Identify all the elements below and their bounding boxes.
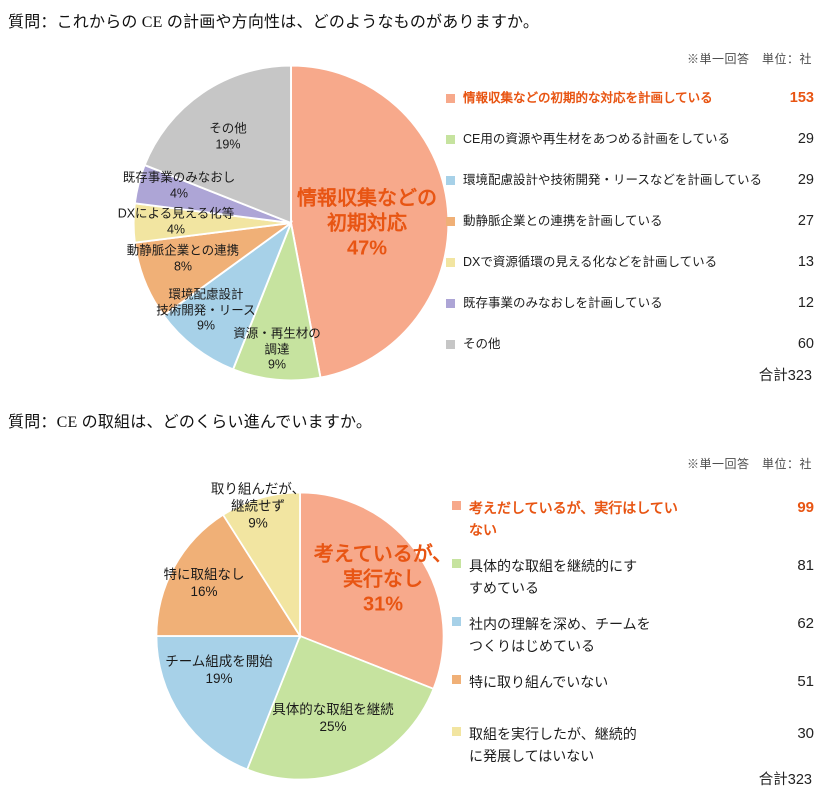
legend-row: 考えだしているが、実行はしてい ない 99: [452, 497, 814, 541]
legend-value: 153: [789, 90, 814, 106]
question-1: 質問：これからの CE の計画や方向性は、どのようなものがありますか。: [8, 14, 540, 31]
legend-row: 特に取り組んでいない 51: [452, 671, 814, 693]
legend-label: 特に取り組んでいない: [469, 674, 609, 690]
legend-row: 環境配慮設計や技術開発・リースなどを計画している 29: [446, 172, 814, 189]
pie2-label-no-action: 特に取組なし 16%: [163, 567, 245, 599]
total-2: 合計323: [758, 772, 812, 788]
legend-row: DXで資源循環の見える化などを計画している 13: [446, 254, 814, 271]
pie1-label-materials: 資源・再生材の 調達 9%: [233, 326, 321, 372]
legend-row: 情報収集などの初期的な対応を計画している 153: [446, 90, 814, 107]
pie-slice: [231, 219, 322, 382]
legend-color-swatch: [446, 258, 455, 267]
legend-row: 取組を実行したが、継続的 に発展してはいない 30: [452, 723, 814, 767]
legend-label: 取組を実行したが、継続的 に発展してはいない: [469, 726, 637, 764]
legend-label: 動静脈企業との連携を計画している: [463, 214, 663, 228]
legend-color-swatch: [452, 617, 461, 626]
legend-value: 60: [797, 336, 814, 352]
legend-color-swatch: [446, 217, 455, 226]
legend-row: CE用の資源や再生材をあつめる計画をしている 29: [446, 131, 814, 148]
legend-color-swatch: [446, 94, 455, 103]
pie-slice: [299, 491, 445, 690]
answer-note-2: ※単一回答 単位：社: [686, 457, 812, 471]
legend-value: 51: [797, 673, 814, 690]
pie-chart-1: [132, 64, 450, 382]
legend-row: 既存事業のみなおしを計画している 12: [446, 295, 814, 312]
legend-value: 27: [797, 213, 814, 229]
answer-note-1: ※単一回答 単位：社: [686, 52, 812, 66]
legend-label: 社内の理解を深め、チームを つくりはじめている: [469, 616, 651, 654]
legend-value: 30: [797, 725, 814, 742]
question-2: 質問：CE の取組は、どのくらい進んでいますか。: [8, 414, 373, 431]
legend-value: 12: [797, 295, 814, 311]
total-1: 合計323: [758, 368, 812, 384]
legend-color-swatch: [452, 501, 461, 510]
legend-color-swatch: [446, 299, 455, 308]
legend-value: 99: [797, 499, 814, 516]
pie1-label-initial-response: 情報収集などの 初期対応 47%: [297, 187, 437, 260]
legend-color-swatch: [452, 559, 461, 568]
pie2-label-continuing: 具体的な取組を継続 25%: [272, 702, 394, 734]
pie1-label-other: その他 19%: [209, 121, 247, 151]
pie1-label-existing-business: 既存事業のみなおし 4%: [122, 170, 236, 200]
legend-row: その他 60: [446, 336, 814, 353]
legend-color-swatch: [446, 176, 455, 185]
legend-label: 考えだしているが、実行はしてい ない: [469, 500, 678, 538]
legend-color-swatch: [452, 675, 461, 684]
pie1-label-partnership: 動静脈企業との連携 8%: [126, 243, 240, 273]
legend-color-swatch: [452, 727, 461, 736]
pie-slice: [143, 64, 292, 225]
pie-chart-2: [155, 491, 445, 781]
legend-row: 具体的な取組を継続的にす すめている 81: [452, 555, 814, 599]
pie2-label-team-start: チーム組成を開始 19%: [165, 654, 273, 686]
pie-slice: [162, 220, 294, 371]
pie1-label-dx: DXによる見える化等 4%: [117, 206, 235, 236]
legend-label: 既存事業のみなおしを計画している: [463, 296, 663, 310]
pie-slice: [221, 491, 301, 639]
pie-slice: [155, 635, 302, 771]
legend-label: DXで資源循環の見える化などを計画している: [463, 255, 718, 269]
pie2-label-not-continued: 取り組んだが、 継続せず 9%: [210, 481, 306, 531]
legend-value: 29: [797, 172, 814, 188]
legend-label: その他: [463, 337, 501, 351]
legend-row: 社内の理解を深め、チームを つくりはじめている 62: [452, 613, 814, 657]
legend-value: 13: [797, 254, 814, 270]
legend-row: 動静脈企業との連携を計画している 27: [446, 213, 814, 230]
legend-label: 情報収集などの初期的な対応を計画している: [463, 91, 713, 105]
legend-value: 62: [797, 615, 814, 632]
legend-1: 情報収集などの初期的な対応を計画している 153 CE用の資源や再生材をあつめる…: [446, 90, 814, 377]
pie-slice: [246, 634, 435, 781]
legend-color-swatch: [446, 340, 455, 349]
legend-value: 81: [797, 557, 814, 574]
pie-slice: [155, 513, 302, 637]
legend-2: 考えだしているが、実行はしてい ない 99 具体的な取組を継続的にす すめている…: [452, 497, 814, 777]
legend-label: 環境配慮設計や技術開発・リースなどを計画している: [463, 173, 763, 187]
legend-value: 29: [797, 131, 814, 147]
pie2-label-thinking-not-doing: 考えているが、 実行なし 31%: [313, 543, 453, 616]
pie-slice: [290, 64, 450, 379]
legend-label: 具体的な取組を継続的にす すめている: [469, 558, 638, 596]
legend-label: CE用の資源や再生材をあつめる計画をしている: [463, 132, 730, 146]
pie1-label-eco-design: 環境配慮設計 技術開発・リース 9%: [156, 287, 256, 333]
legend-color-swatch: [446, 135, 455, 144]
